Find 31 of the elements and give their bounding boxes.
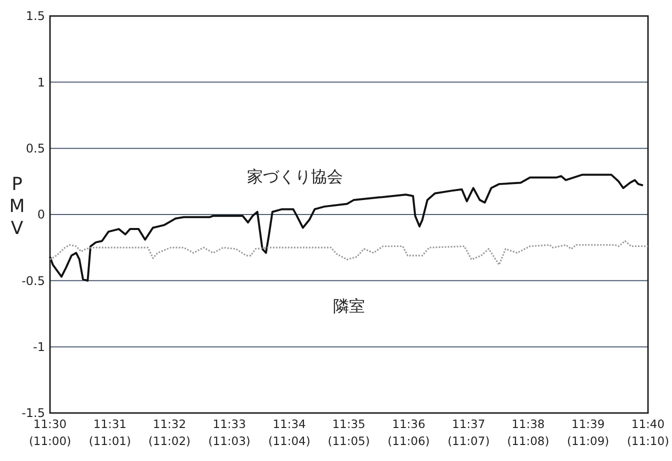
- x-tick-label: 11:35: [332, 417, 366, 431]
- text: (11:01): [88, 434, 131, 448]
- x-tick-label: 11:37: [452, 417, 486, 431]
- line-series: [49, 240, 649, 266]
- y-tick-label: 1.5: [26, 9, 45, 24]
- y-tick-label: -0.5: [22, 274, 45, 288]
- text: (11:06): [388, 434, 430, 448]
- series-label: 家づくり協会: [247, 166, 344, 186]
- x-tick-label: 11:34: [272, 417, 306, 431]
- text: (11:02): [148, 434, 191, 448]
- x-tick-label: 11:33: [212, 417, 246, 431]
- text: (11:09): [567, 434, 610, 448]
- text: (11:00): [28, 434, 72, 448]
- y-tick-label: 0.5: [26, 142, 45, 156]
- x-tick-label: 11:31: [93, 417, 126, 431]
- y-tick-label: 1: [37, 75, 45, 90]
- text: (11:10): [626, 434, 670, 448]
- x-tick-label: 11:38: [512, 417, 545, 431]
- x-tick-label: 11:32: [152, 417, 186, 431]
- text: (11:05): [328, 434, 370, 448]
- text: (11:04): [268, 434, 310, 448]
- y-tick-label: -1: [33, 340, 45, 354]
- x-tick-label: 11:39: [572, 417, 605, 431]
- y-tick-label: 0: [37, 208, 45, 222]
- y-axis-title: PMV: [9, 174, 25, 239]
- text: 隣室: [333, 296, 365, 316]
- text: (11:08): [507, 434, 550, 448]
- x-tick-label: 11:40: [631, 417, 665, 431]
- text: (11:03): [208, 434, 250, 448]
- text: (11:07): [448, 434, 490, 448]
- x-tick-label: 11:36: [392, 417, 426, 431]
